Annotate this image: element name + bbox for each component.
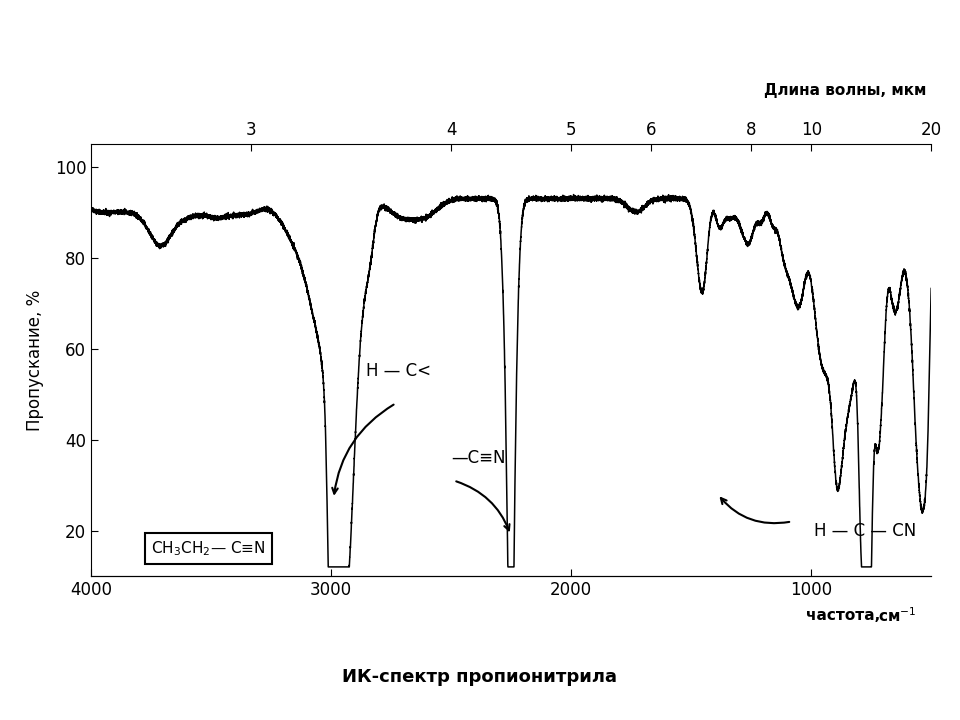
Text: Длина волны, мкм: Длина волны, мкм xyxy=(764,83,926,97)
Text: H — C — CN: H — C — CN xyxy=(813,521,916,539)
Text: частота,: частота, xyxy=(806,608,880,623)
Y-axis label: Пропускание, %: Пропускание, % xyxy=(26,289,43,431)
Text: H — C<: H — C< xyxy=(366,362,431,380)
Text: ИК-спектр пропионитрила: ИК-спектр пропионитрила xyxy=(343,668,617,685)
Text: —C≡N: —C≡N xyxy=(451,449,506,467)
Text: см$^{-1}$: см$^{-1}$ xyxy=(878,606,917,625)
Text: CH$_3$CH$_2$— C≡N: CH$_3$CH$_2$— C≡N xyxy=(151,539,266,558)
